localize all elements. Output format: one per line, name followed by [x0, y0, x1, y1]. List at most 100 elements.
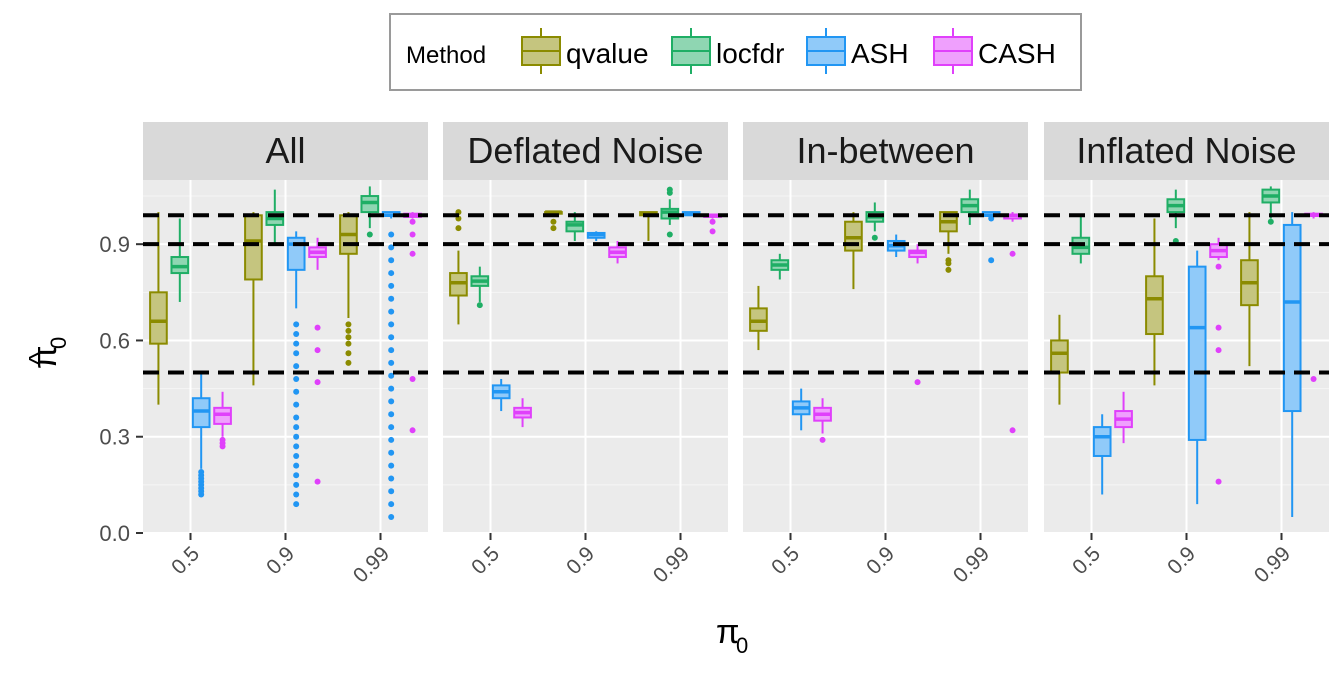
facet-panel-1: Deflated Noise 0.5 0.9 0.99: [443, 122, 728, 587]
outlier-point: [293, 452, 300, 459]
x-axis-title-subscript: 0: [736, 633, 748, 658]
outlier-point: [476, 302, 483, 309]
box-ash-0.5: [791, 388, 811, 431]
outlier-point: [293, 388, 300, 395]
outlier-point: [1215, 324, 1222, 331]
x-tick-label: 0.9: [1163, 542, 1200, 579]
y-axis-title-symbol: π: [26, 346, 64, 369]
outlier-point: [388, 334, 395, 341]
facet-label: Deflated Noise: [467, 130, 703, 171]
legend-label: ASH: [851, 38, 909, 69]
box-qvalue-0.5: [449, 209, 468, 325]
x-tick-label: 0.9: [562, 542, 599, 579]
outlier-point: [388, 282, 395, 289]
x-tick-label: 0.99: [649, 542, 694, 587]
facet-label: In-between: [796, 130, 974, 171]
x-tick-label: 0.5: [467, 542, 504, 579]
outlier-point: [293, 350, 300, 357]
box-qvalue-0.9: [1145, 218, 1164, 386]
outlier-point: [455, 225, 462, 232]
facet-panel-3: Inflated Noise 0.5 0.9 0.99: [1044, 122, 1329, 587]
box-locfdr-0.5: [170, 218, 190, 302]
y-axis: 0.0 0.3 0.6 0.9: [99, 232, 143, 546]
outlier-point: [293, 443, 300, 450]
outlier-point: [293, 340, 300, 347]
outlier-point: [666, 231, 673, 238]
outlier-point: [388, 359, 395, 366]
outlier-point: [388, 424, 395, 431]
x-tick-label: 0.99: [1250, 542, 1295, 587]
box-cash-0.9: [1209, 237, 1228, 485]
box-body: [149, 291, 168, 345]
outlier-point: [293, 414, 300, 421]
outlier-point: [819, 436, 826, 443]
outlier-point: [409, 231, 416, 238]
x-tick-label: 0.9: [262, 542, 299, 579]
outlier-point: [388, 308, 395, 315]
y-tick-label: 0.6: [99, 328, 130, 353]
outlier-point: [345, 340, 352, 347]
outlier-point: [366, 231, 373, 238]
box-body: [1187, 265, 1207, 441]
legend: Method qvalue locfdr ASH CASH: [389, 13, 1082, 91]
outlier-point: [388, 244, 395, 251]
y-axis-title: π^ 0: [23, 337, 71, 369]
box-locfdr-0.5: [470, 266, 490, 309]
outlier-point: [988, 257, 995, 264]
outlier-point: [293, 481, 300, 488]
facet-strip: [1044, 122, 1329, 180]
outlier-point: [219, 436, 226, 443]
box-cash-0.5: [513, 398, 532, 428]
outlier-point: [709, 218, 716, 225]
box-ash-0.9: [586, 231, 606, 241]
outlier-point: [345, 327, 352, 334]
legend-item-qvalue: qvalue: [521, 28, 649, 74]
outlier-point: [293, 472, 300, 479]
legend-label: locfdr: [716, 38, 784, 69]
outlier-point: [388, 257, 395, 264]
box-cash-0.5: [813, 398, 832, 443]
outlier-point: [293, 501, 300, 508]
box-ash-0.5: [1092, 414, 1112, 495]
facet-strip: [743, 122, 1028, 180]
facet-panel-2: In-between 0.5 0.9 0.99: [743, 122, 1028, 587]
outlier-point: [388, 475, 395, 482]
x-tick-label: 0.5: [767, 542, 804, 579]
outlier-point: [388, 385, 395, 392]
outlier-point: [293, 433, 300, 440]
x-tick-label: 0.99: [949, 542, 994, 587]
outlier-point: [388, 321, 395, 328]
x-axis-title: π: [716, 613, 739, 651]
outlier-point: [388, 488, 395, 495]
outlier-point: [314, 478, 321, 485]
outlier-point: [293, 375, 300, 382]
box-body: [1145, 275, 1164, 336]
outlier-point: [409, 218, 416, 225]
outlier-point: [988, 215, 995, 222]
box-qvalue-0.9: [244, 212, 263, 386]
outlier-point: [388, 501, 395, 508]
x-tick-label: 0.5: [167, 542, 204, 579]
outlier-point: [1009, 250, 1016, 257]
legend-label: CASH: [978, 38, 1056, 69]
outlier-point: [409, 250, 416, 257]
outlier-point: [345, 350, 352, 357]
legend-item-locfdr: locfdr: [671, 28, 784, 74]
outlier-point: [388, 270, 395, 277]
facet-label: All: [265, 130, 305, 171]
box-body: [1282, 223, 1302, 413]
outlier-point: [293, 424, 300, 431]
outlier-point: [314, 347, 321, 354]
y-axis-title-hat: ^: [23, 352, 54, 365]
outlier-point: [1215, 347, 1222, 354]
box-body: [244, 214, 263, 281]
outlier-point: [871, 234, 878, 241]
x-tick-label: 0.5: [1068, 542, 1105, 579]
box-cash-0.5: [1114, 391, 1133, 444]
outlier-point: [388, 372, 395, 379]
outlier-point: [914, 379, 921, 386]
y-axis-title-subscript: 0: [46, 337, 71, 349]
outlier-point: [388, 436, 395, 443]
